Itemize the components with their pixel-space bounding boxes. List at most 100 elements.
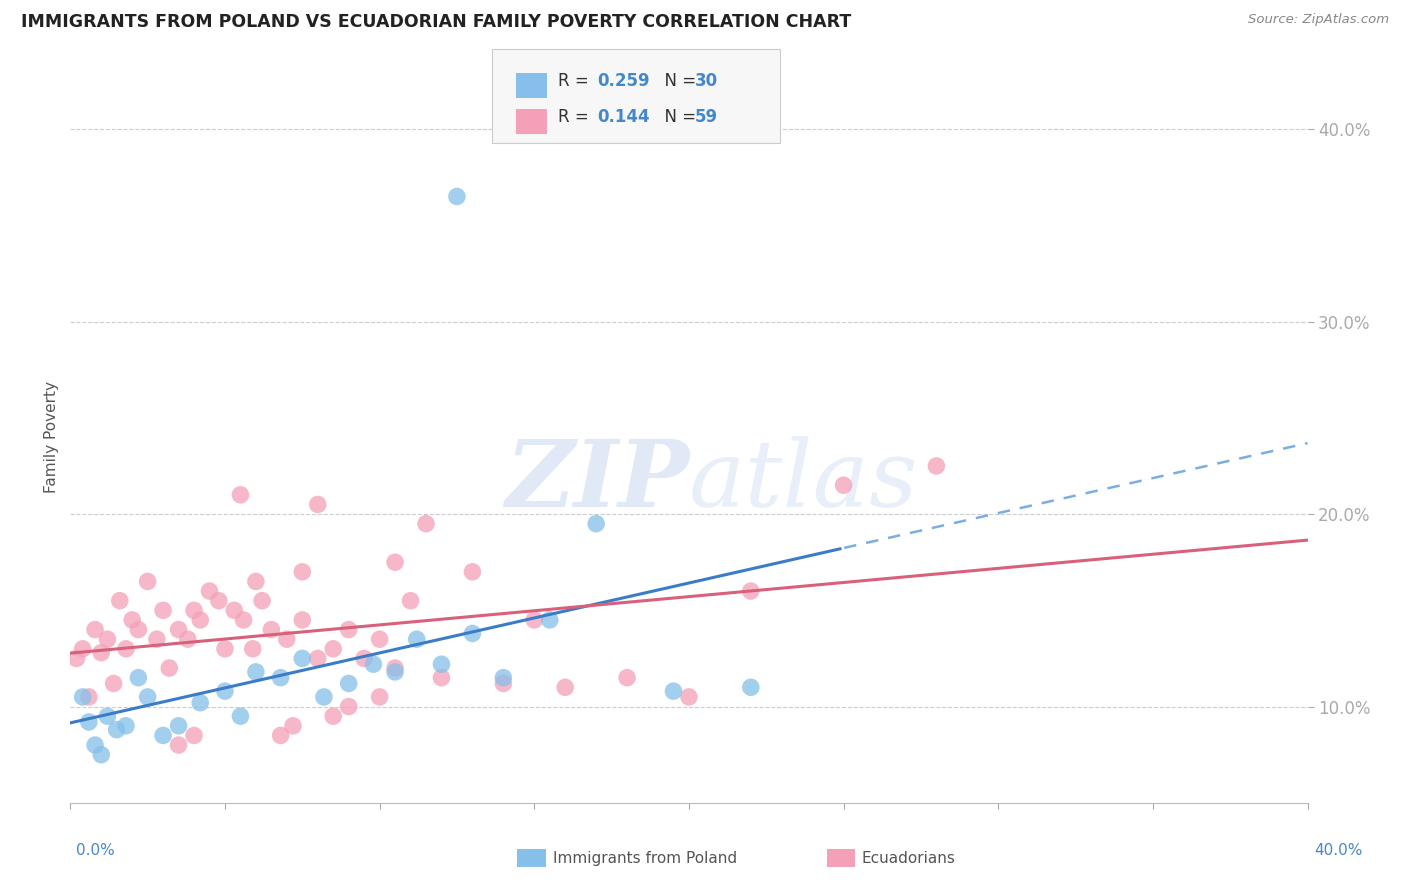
Point [399, 593, 422, 607]
Point [384, 665, 406, 679]
Point [337, 623, 360, 637]
Text: IMMIGRANTS FROM POLAND VS ECUADORIAN FAMILY POVERTY CORRELATION CHART: IMMIGRANTS FROM POLAND VS ECUADORIAN FAM… [21, 13, 852, 31]
Point [167, 623, 190, 637]
Point [270, 671, 292, 685]
Text: Ecuadorians: Ecuadorians [862, 851, 956, 865]
Point [188, 613, 211, 627]
Point [461, 565, 484, 579]
Point [77, 690, 100, 704]
Point [157, 661, 180, 675]
Point [229, 709, 252, 723]
Point [307, 651, 329, 665]
Point [96, 632, 118, 647]
Text: ZIP: ZIP [505, 436, 689, 526]
Point [96, 709, 118, 723]
Point [322, 641, 344, 656]
Point [183, 728, 205, 742]
Text: 59: 59 [695, 108, 717, 126]
Point [291, 651, 314, 665]
Text: N =: N = [654, 108, 702, 126]
Point [353, 651, 375, 665]
Point [430, 671, 453, 685]
Y-axis label: Family Poverty: Family Poverty [44, 381, 59, 493]
Point [276, 632, 298, 647]
Point [554, 681, 576, 695]
Point [415, 516, 437, 531]
Text: 40.0%: 40.0% [1315, 843, 1362, 858]
Point [136, 690, 159, 704]
Point [585, 516, 607, 531]
Text: R =: R = [558, 72, 595, 90]
Point [523, 613, 546, 627]
Point [152, 728, 174, 742]
Point [242, 641, 264, 656]
Point [214, 684, 236, 698]
Text: atlas: atlas [689, 436, 918, 526]
Point [446, 189, 468, 203]
Point [65, 651, 87, 665]
Text: Source: ZipAtlas.com: Source: ZipAtlas.com [1249, 13, 1389, 27]
Point [84, 738, 107, 752]
Point [136, 574, 159, 589]
Point [322, 709, 344, 723]
Point [291, 613, 314, 627]
Point [662, 684, 685, 698]
Point [430, 657, 453, 672]
Point [229, 488, 252, 502]
Point [167, 738, 190, 752]
Point [103, 676, 125, 690]
Point [224, 603, 246, 617]
Point [152, 603, 174, 617]
Point [188, 696, 211, 710]
Point [678, 690, 700, 704]
Point [108, 593, 131, 607]
Point [925, 458, 948, 473]
Point [167, 719, 190, 733]
Point [115, 641, 138, 656]
Point [616, 671, 638, 685]
Text: 0.0%: 0.0% [76, 843, 115, 858]
Text: N =: N = [654, 72, 702, 90]
Point [291, 565, 314, 579]
Point [105, 723, 128, 737]
Point [127, 623, 149, 637]
Point [281, 719, 304, 733]
Text: Immigrants from Poland: Immigrants from Poland [553, 851, 737, 865]
Point [250, 593, 273, 607]
Point [183, 603, 205, 617]
Point [832, 478, 855, 492]
Point [208, 593, 231, 607]
Point [384, 555, 406, 569]
Point [363, 657, 385, 672]
Text: 0.144: 0.144 [598, 108, 650, 126]
Text: 0.259: 0.259 [598, 72, 650, 90]
Point [245, 574, 267, 589]
Point [461, 626, 484, 640]
Point [90, 646, 112, 660]
Point [312, 690, 335, 704]
Point [245, 665, 267, 679]
Point [72, 641, 94, 656]
Point [232, 613, 254, 627]
Point [127, 671, 149, 685]
Point [72, 690, 94, 704]
Point [740, 584, 762, 599]
Point [337, 676, 360, 690]
Point [405, 632, 427, 647]
Point [198, 584, 221, 599]
Point [260, 623, 283, 637]
Point [146, 632, 169, 647]
Point [337, 699, 360, 714]
Point [77, 714, 100, 729]
Text: R =: R = [558, 108, 595, 126]
Point [368, 690, 391, 704]
Text: 30: 30 [695, 72, 717, 90]
Point [384, 661, 406, 675]
Point [307, 498, 329, 512]
Point [492, 671, 515, 685]
Point [538, 613, 561, 627]
Point [214, 641, 236, 656]
Point [121, 613, 143, 627]
Point [368, 632, 391, 647]
Point [84, 623, 107, 637]
